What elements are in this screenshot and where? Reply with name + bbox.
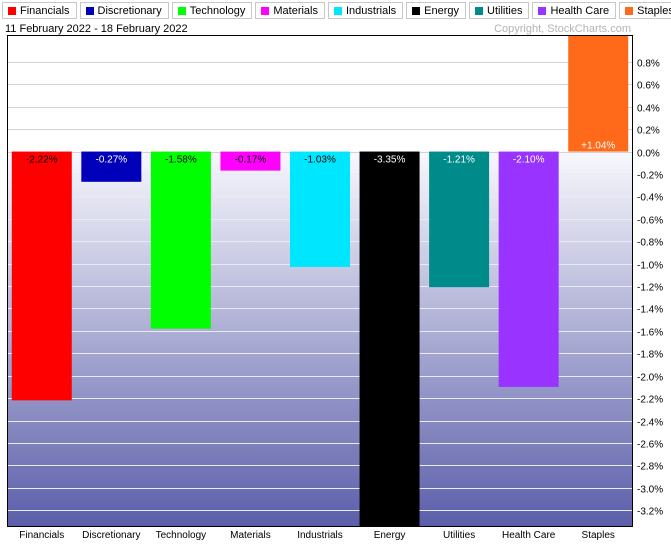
legend-item-staples[interactable]: Staples: [619, 2, 671, 19]
legend-swatch: [475, 6, 483, 15]
legend-swatch: [85, 6, 94, 15]
legend-item-industrials[interactable]: Industrials: [328, 2, 404, 19]
data-label: -3.35%: [374, 155, 406, 166]
bars: -2.22% -0.27% -1.58% -0.17% -1.03% -3.35% -1.2…: [11, 35, 629, 528]
data-label: +1.04%: [581, 141, 615, 152]
bar-financials: [11, 151, 72, 401]
bar-materials: [220, 151, 281, 171]
data-label: -2.22%: [26, 155, 58, 166]
bar-health-care: [498, 151, 559, 387]
legend-label: Discretionary: [97, 4, 162, 17]
date-range: 11 February 2022 - 18 February 2022: [5, 23, 188, 35]
legend-swatch: [334, 6, 342, 15]
bar-discretionary: [81, 151, 142, 182]
legend-item-financials[interactable]: Financials: [2, 2, 77, 19]
legend-swatch: [412, 6, 421, 15]
legend-item-health-care[interactable]: Health Care: [532, 2, 617, 19]
legend-label: Industrials: [346, 4, 397, 17]
x-tick-label: Energy: [374, 530, 406, 541]
legend-item-utilities[interactable]: Utilities: [469, 2, 530, 19]
y-tick-label: -2.6%: [637, 440, 663, 451]
bar-industrials: [290, 151, 350, 267]
legend-item-energy[interactable]: Energy: [406, 2, 466, 19]
x-axis-labels: Financials Discretionary Technology Materia…: [19, 530, 615, 541]
x-tick-label: Industrials: [297, 530, 343, 541]
legend: Financials Discretionary Technology Materia…: [2, 2, 671, 20]
y-tick-label: -0.2%: [637, 171, 663, 182]
legend-swatch: [177, 6, 186, 15]
y-tick-label: -1.6%: [637, 328, 663, 339]
x-tick-label: Discretionary: [82, 530, 140, 541]
x-tick-label: Financials: [19, 530, 64, 541]
legend-label: Staples: [637, 4, 671, 17]
y-tick-label: -1.2%: [637, 283, 663, 294]
legend-label: Health Care: [550, 4, 610, 17]
y-tick-label: -2.8%: [637, 462, 663, 473]
bar-utilities: [429, 151, 490, 288]
legend-label: Financials: [20, 4, 70, 17]
legend-swatch: [261, 6, 270, 15]
x-tick-label: Materials: [230, 530, 271, 541]
y-tick-label: -1.0%: [637, 261, 663, 272]
y-tick-label: -1.4%: [637, 305, 663, 316]
y-tick-label: -0.6%: [637, 216, 663, 227]
data-label: -1.58%: [165, 155, 197, 166]
x-tick-label: Technology: [156, 530, 207, 541]
y-tick-label: -3.0%: [637, 485, 663, 496]
legend-item-materials[interactable]: Materials: [255, 2, 325, 19]
legend-swatch: [625, 6, 634, 15]
data-label: -0.27%: [95, 155, 127, 166]
y-tick-label: -0.8%: [637, 238, 663, 249]
x-tick-label: Health Care: [502, 530, 556, 541]
plot-frame: [7, 35, 633, 527]
data-label: -1.03%: [304, 155, 336, 166]
y-tick-label: 0.4%: [637, 104, 660, 115]
y-tick-label: 0.0%: [637, 149, 660, 160]
y-tick-label: 0.8%: [637, 59, 660, 70]
y-tick-label: -2.0%: [637, 373, 663, 384]
legend-label: Utilities: [487, 4, 523, 17]
bar-staples: [568, 35, 629, 152]
bar-energy: [359, 151, 420, 528]
plot-area-positive: [7, 35, 633, 152]
y-tick-label: -3.2%: [637, 507, 663, 518]
x-tick-label: Utilities: [443, 530, 475, 541]
y-tick-label: 0.6%: [637, 81, 660, 92]
copyright-notice: Copyright, StockCharts.com: [494, 23, 631, 35]
legend-label: Materials: [273, 4, 318, 17]
y-tick-label: -2.2%: [637, 395, 663, 406]
legend-label: Energy: [424, 4, 459, 17]
data-label: -1.21%: [443, 155, 475, 166]
legend-item-discretionary[interactable]: Discretionary: [79, 2, 169, 19]
legend-label: Technology: [189, 4, 246, 17]
legend-swatch: [8, 6, 16, 15]
x-tick-label: Staples: [582, 530, 615, 541]
y-tick-label: -1.8%: [637, 350, 663, 361]
y-tick-label: -2.4%: [637, 418, 663, 429]
y-tick-label: 0.2%: [637, 126, 660, 137]
legend-swatch: [538, 6, 547, 15]
bar-technology: [150, 151, 211, 329]
data-label: -0.17%: [235, 155, 267, 166]
y-tick-label: -0.4%: [637, 193, 663, 204]
legend-item-technology[interactable]: Technology: [171, 2, 253, 19]
data-label: -2.10%: [513, 155, 545, 166]
y-axis-labels: 0.8% 0.6% 0.4% 0.2% 0.0% -0.2% -0.4% -0.6% -0.8%…: [637, 59, 663, 518]
